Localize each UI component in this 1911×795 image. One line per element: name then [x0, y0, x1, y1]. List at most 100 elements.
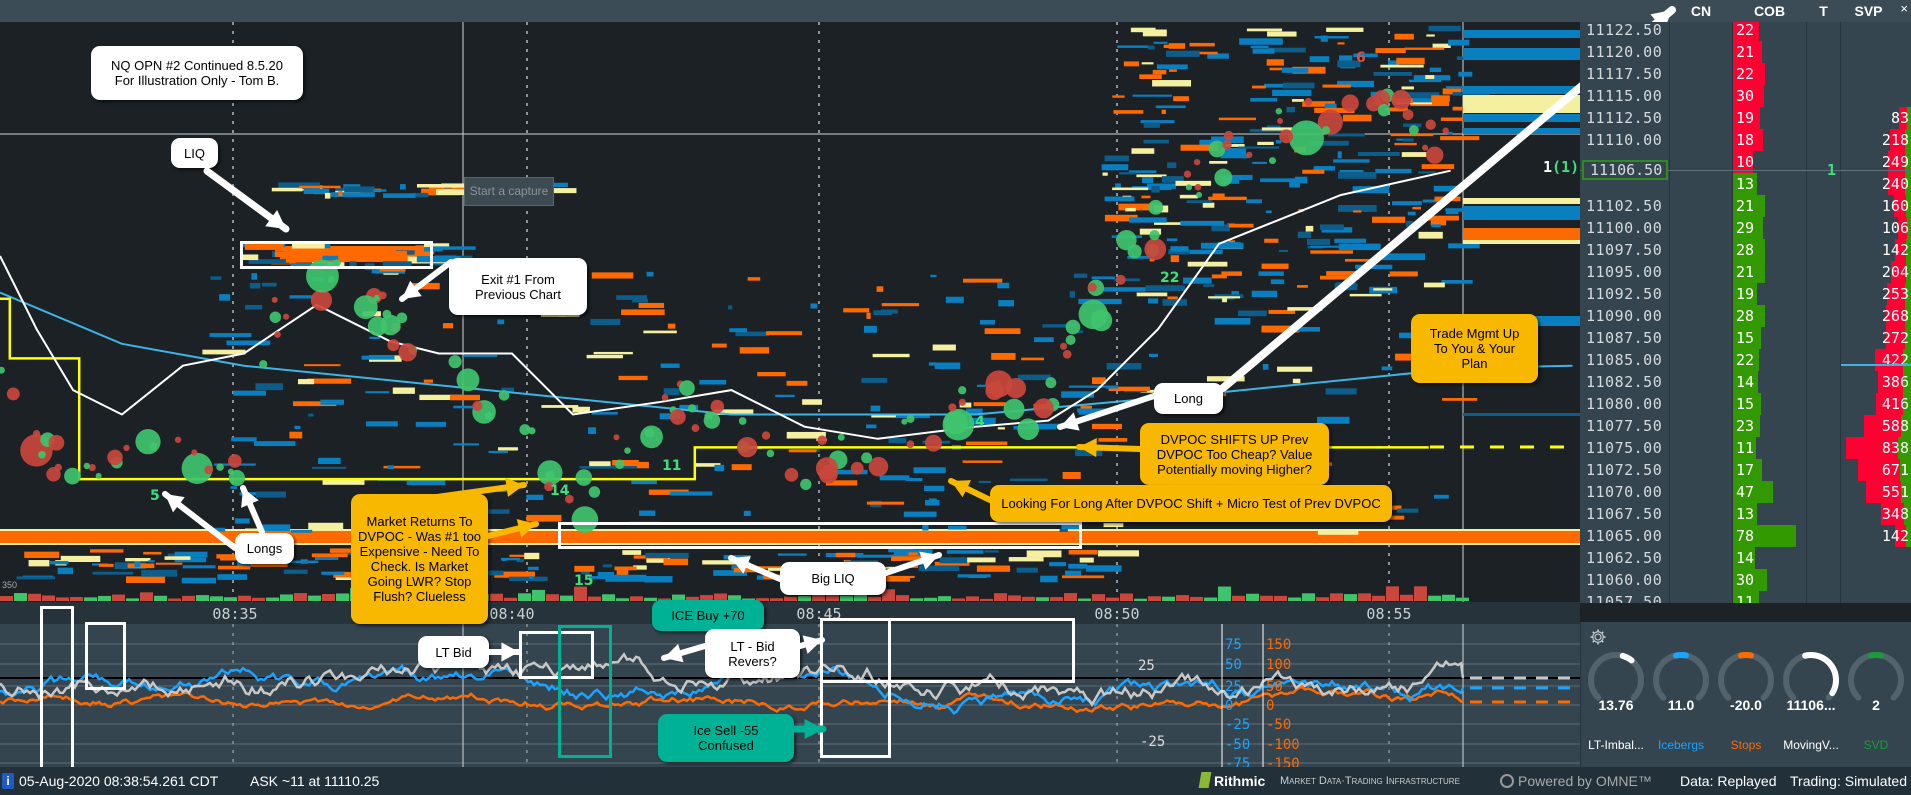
heatmap-cell	[141, 569, 178, 577]
ladder-row[interactable]: 11067.50 13 348	[1580, 503, 1911, 525]
ladder-row[interactable]: 11110.00 18 218	[1580, 129, 1911, 151]
ladder-row[interactable]: 11090.00 28 268	[1580, 305, 1911, 327]
heatmap-cell	[1098, 550, 1140, 557]
heatmap-cell	[1432, 43, 1451, 49]
trade-bubble	[1288, 120, 1324, 156]
heatmap-cell	[633, 565, 647, 570]
price-label: 11097.50	[1586, 241, 1663, 259]
column-header-svp[interactable]: SVP	[1854, 3, 1883, 19]
resting-liquidity-stripe	[1463, 198, 1580, 204]
heatmap-cell	[1101, 164, 1129, 171]
heatmap-cell	[1228, 223, 1254, 228]
heatmap-cell	[372, 189, 387, 192]
gauge[interactable]: -20.0 Stops	[1714, 652, 1778, 752]
start-capture-tooltip[interactable]: Start a capture	[464, 177, 554, 206]
ladder-row[interactable]: 11062.50 14	[1580, 547, 1911, 569]
heatmap-cell	[245, 304, 263, 310]
volume-bar	[924, 597, 937, 601]
heatmap-cell	[777, 553, 807, 556]
heatmap-cell	[1170, 246, 1189, 252]
liquidity-band-edge	[0, 543, 1580, 545]
ladder-row[interactable]: 11057.50 11	[1580, 591, 1911, 603]
ladder-row[interactable]: 11117.50 22	[1580, 63, 1911, 85]
heatmap-cell	[540, 314, 580, 317]
heatmap-cell	[1325, 388, 1357, 395]
heatmap-cell	[1373, 71, 1412, 76]
heatmap-cell	[1250, 45, 1269, 49]
heatmap-cell	[400, 184, 406, 190]
ladder-row[interactable]: 11077.50 23 588	[1580, 415, 1911, 437]
ladder-row[interactable]: 11087.50 15 272	[1580, 327, 1911, 349]
heatmap-cell	[1412, 206, 1421, 210]
heatmap-cell	[1069, 385, 1109, 388]
heatmap-cell	[453, 405, 477, 409]
ladder-row[interactable]: 11102.50 21 160	[1580, 195, 1911, 217]
gauge[interactable]: 11.0 Icebergs	[1649, 652, 1713, 752]
ladder-row[interactable]: 11100.00 29 106	[1580, 217, 1911, 239]
volume-bar	[658, 598, 671, 601]
volume-bar	[1078, 598, 1091, 601]
column-header-cob[interactable]: COB	[1753, 3, 1786, 19]
ladder-row[interactable]: 11085.00 22 422	[1580, 349, 1911, 371]
trade-bubble	[181, 452, 213, 484]
heatmap-cell	[1270, 279, 1285, 285]
heatmap-cell	[283, 569, 308, 574]
gauge[interactable]: 11106... MovingV...	[1779, 652, 1843, 752]
ladder-row[interactable]: 11092.50 19 253	[1580, 283, 1911, 305]
gear-icon[interactable]	[1589, 628, 1607, 646]
ladder-row[interactable]: 11095.00 21 204	[1580, 261, 1911, 283]
gauge-value: 11106...	[1786, 697, 1836, 713]
ladder-row[interactable]: 11060.00 30	[1580, 569, 1911, 591]
trade-bubble	[271, 296, 278, 303]
ladder-row[interactable]: 10 249	[1580, 151, 1911, 173]
ladder-row[interactable]: 11120.00 21	[1580, 41, 1911, 63]
heatmap-cell	[962, 460, 1003, 463]
info-icon[interactable]: i	[2, 773, 14, 789]
gauge[interactable]: 2 SVD	[1844, 652, 1908, 752]
ladder-row[interactable]: 11122.50 22	[1580, 22, 1911, 41]
ladder-row[interactable]: 11072.50 17 671	[1580, 459, 1911, 481]
ladder-row[interactable]: 11070.00 47 551	[1580, 481, 1911, 503]
heatmap-cell	[713, 409, 754, 415]
heatmap-cell	[973, 402, 1006, 407]
trade-bubble	[1045, 377, 1057, 389]
cob-value: 78	[1736, 527, 1755, 545]
heatmap-cell	[976, 384, 991, 387]
ladder-row[interactable]: 11080.00 15 416	[1580, 393, 1911, 415]
ladder-row[interactable]: 11115.00 30	[1580, 85, 1911, 107]
heatmap-cell	[618, 375, 648, 381]
ladder-row[interactable]: 11112.50 19 83	[1580, 107, 1911, 129]
heatmap-cell	[978, 480, 991, 484]
column-header-cn[interactable]: CN	[1690, 3, 1712, 19]
ladder-row[interactable]: 11097.50 28 142	[1580, 239, 1911, 261]
heatmap-cell	[1394, 142, 1417, 146]
heatmap-cell	[1104, 155, 1129, 162]
heatmap-cell	[1265, 210, 1272, 214]
heatmap-cell	[321, 571, 345, 575]
heatmap-cell	[494, 571, 535, 578]
column-header-t[interactable]: T	[1819, 3, 1828, 19]
heatmap-cell	[757, 371, 786, 377]
price-ladder[interactable]: 11122.50 22 11120.00 21 11117.50 22 1111…	[1580, 22, 1911, 603]
heatmap-cell	[920, 561, 927, 566]
oscillator-line-orange	[0, 685, 1464, 714]
heatmap-cell	[478, 570, 504, 576]
heatmap-cell	[1068, 549, 1098, 555]
heatmap-cell	[766, 331, 803, 336]
heatmap-cell	[1281, 68, 1309, 73]
ladder-row[interactable]: 13 240	[1580, 173, 1911, 195]
ladder-row[interactable]: 11075.00 11 838	[1580, 437, 1911, 459]
heatmap-cell	[307, 378, 352, 384]
close-icon[interactable]: ×	[1900, 1, 1908, 16]
gray-axis-label: -25	[1140, 734, 1165, 750]
cob-value: 22	[1736, 65, 1755, 83]
ladder-row[interactable]: 11082.50 14 386	[1580, 371, 1911, 393]
trade-bubble	[818, 464, 838, 484]
trade-bubble	[1391, 89, 1412, 110]
trade-bubble	[761, 431, 771, 440]
resting-liquidity-stripe	[1463, 413, 1580, 416]
ladder-row[interactable]: 11065.00 78 142	[1580, 525, 1911, 547]
cob-value: 18	[1736, 131, 1755, 149]
trade-bubble	[1442, 127, 1449, 135]
gauge[interactable]: 13.76 LT-Imbal...	[1584, 652, 1648, 752]
